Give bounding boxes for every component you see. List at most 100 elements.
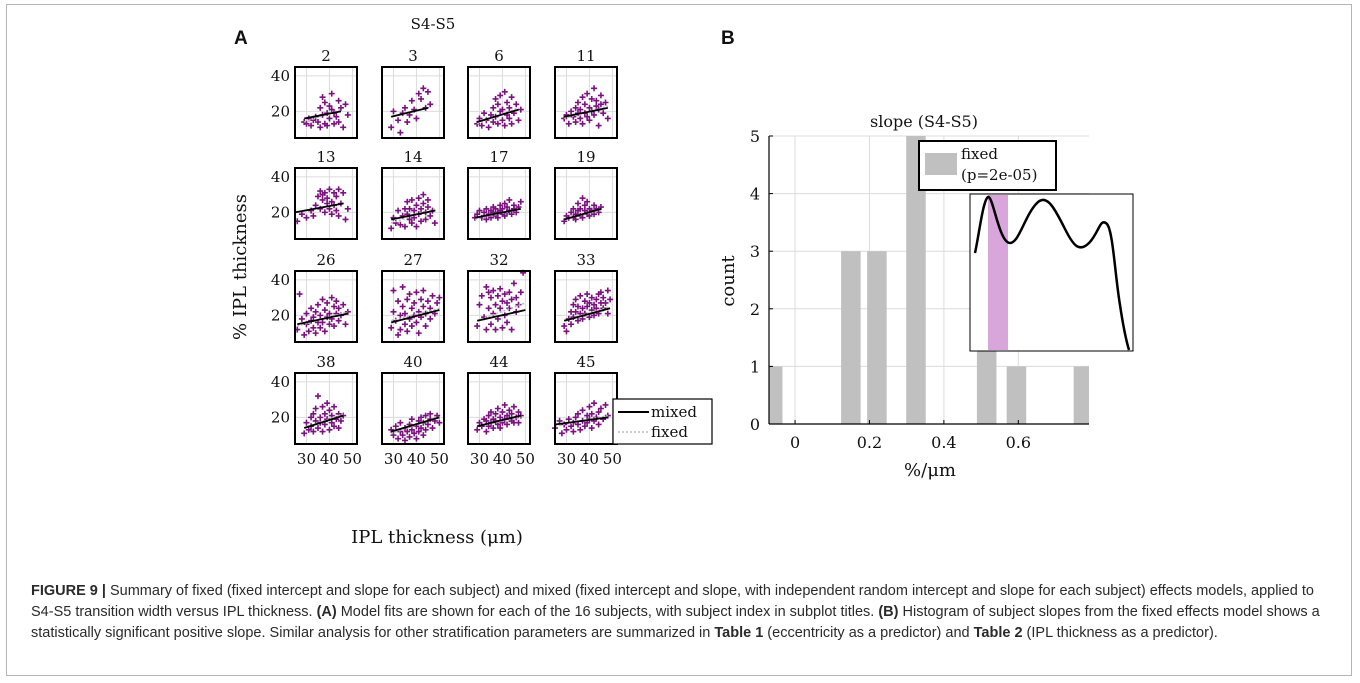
scatter-point: [397, 419, 404, 426]
ytick-label: 40: [271, 67, 290, 85]
scatter-point: [572, 216, 579, 223]
fit-line-mixed: [564, 106, 608, 118]
panel-a-suptitle: S4-S5: [411, 15, 456, 33]
panel-a-ylabel: % IPL thickness: [230, 194, 251, 340]
scatter-point: [418, 95, 425, 102]
subplot-background: [555, 168, 617, 239]
scatter-point: [420, 287, 427, 294]
caption-table-1-link[interactable]: Table 1: [714, 625, 764, 641]
scatter-point: [415, 428, 422, 435]
fit-line-mixed: [390, 416, 440, 433]
subplot-45: 45 30 40 50: [552, 353, 622, 468]
fit-line-fixed: [476, 302, 526, 322]
fit-line-mixed: [474, 207, 521, 219]
figure-caption: FIGURE 9 | Summary of fixed (fixed inter…: [31, 581, 1331, 644]
scatter-point: [485, 124, 492, 131]
subplot-frame: [294, 270, 358, 343]
xtick-label: 30: [470, 450, 489, 468]
scatter-point: [328, 211, 335, 218]
scatter-point: [303, 120, 310, 127]
scatter-point: [481, 209, 488, 216]
scatter-point: [395, 435, 402, 442]
scatter-point: [401, 223, 408, 230]
ytick-label: 20: [271, 102, 290, 120]
scatter-point: [401, 104, 408, 111]
scatter-point: [574, 99, 581, 106]
scatter-point: [429, 425, 436, 432]
ytick-label: 20: [271, 408, 290, 426]
scatter-point: [497, 285, 504, 292]
legend-mixed-label: mixed: [651, 403, 697, 421]
scatter-point: [319, 296, 326, 303]
scatter-point: [331, 189, 338, 196]
scatter-point: [494, 120, 501, 127]
legend-fixed-label: fixed: [651, 423, 688, 441]
scatter-point: [321, 328, 328, 335]
scatter-point: [399, 432, 406, 439]
scatter-point: [388, 426, 395, 433]
scatter-point: [337, 417, 344, 424]
scatter-point: [413, 223, 420, 230]
scatter-point: [487, 111, 494, 118]
scatter-point: [485, 412, 492, 419]
subplot-background: [382, 271, 444, 342]
scatter-point: [579, 315, 586, 322]
scatter-point: [310, 428, 317, 435]
scatter-point: [577, 292, 584, 299]
scatter-point: [597, 405, 604, 412]
scatter-point: [331, 323, 338, 330]
histogram-bar: [867, 251, 887, 424]
scatter-point: [342, 216, 349, 223]
scatter-point: [497, 305, 504, 312]
histogram-bar: [1006, 366, 1027, 424]
scatter-point: [390, 287, 397, 294]
scatter-point: [492, 95, 499, 102]
caption-table-2-link[interactable]: Table 2: [973, 625, 1023, 641]
panel-a-xlabel: IPL thickness (μm): [351, 527, 523, 548]
hist-xtick-label: 0.6: [1006, 433, 1031, 452]
scatter-point: [408, 323, 415, 330]
scatter-point: [574, 410, 581, 417]
scatter-point: [504, 204, 511, 211]
scatter-point: [517, 198, 524, 205]
scatter-point: [591, 111, 598, 118]
scatter-point: [319, 196, 326, 203]
scatter-point: [579, 94, 586, 101]
scatter-point: [568, 321, 575, 328]
scatter-point: [427, 315, 434, 322]
scatter-point: [501, 122, 508, 129]
scatter-point: [434, 299, 441, 306]
scatter-point: [577, 115, 584, 122]
scatter-point: [401, 310, 408, 317]
xtick-label: 40: [493, 450, 512, 468]
scatter-point: [317, 414, 324, 421]
subplot-title: 44: [489, 353, 508, 371]
scatter-point: [413, 319, 420, 326]
scatter-point: [490, 287, 497, 294]
ytick-label: 40: [271, 373, 290, 391]
scatter-point: [494, 214, 501, 221]
scatter-point: [422, 216, 429, 223]
scatter-point: [563, 328, 570, 335]
scatter-point: [588, 294, 595, 301]
scatter-point: [591, 400, 598, 407]
scatter-point: [504, 412, 511, 419]
scatter-point: [413, 435, 420, 442]
scatter-point: [591, 85, 598, 92]
scatter-point: [324, 200, 331, 207]
scatter-point: [570, 301, 577, 308]
fit-line-mixed: [297, 312, 349, 326]
subplot-6: 6: [467, 47, 531, 139]
scatter-point: [411, 430, 418, 437]
caption-text-2: Model fits are shown for each of the 16 …: [336, 604, 879, 620]
scatter-point: [395, 298, 402, 305]
scatter-point: [344, 205, 351, 212]
figure-frame: A B S4-S5 2 20 40 3 6 11 13 20 40 14 17 19 26 20 40 27 3…: [6, 4, 1352, 676]
xtick-label: 30: [557, 450, 576, 468]
scatter-point: [595, 409, 602, 416]
scatter-point: [424, 298, 431, 305]
scatter-point: [492, 410, 499, 417]
subplot-frame: [381, 372, 445, 445]
scatter-point: [404, 198, 411, 205]
scatter-point: [579, 120, 586, 127]
